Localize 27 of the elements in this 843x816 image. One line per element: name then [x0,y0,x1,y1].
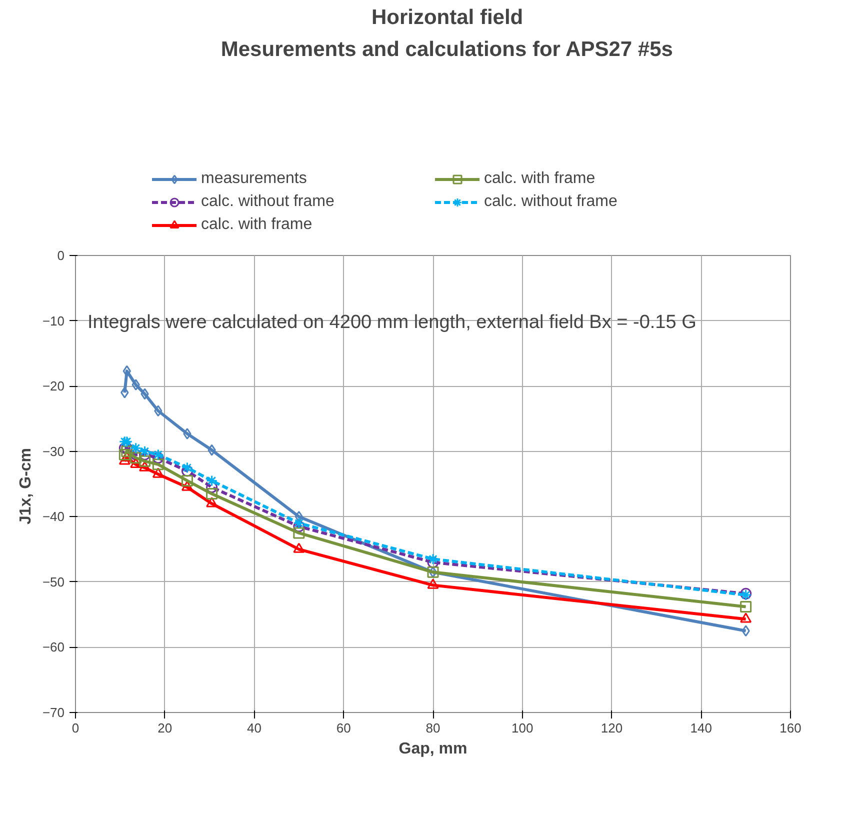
x-tick-label: 40 [247,720,262,736]
y-tick-label: −70 [42,705,65,720]
annotation: Integrals were calculated on 4200 mm length, external field Bx = -0.15 G [88,312,696,333]
y-tick-label: −50 [42,574,65,590]
x-tick-label: 80 [426,720,440,736]
legend-label: calc. with frame [484,170,596,188]
legend-label: calc. without frame [201,193,336,211]
y-tick-label: −40 [42,509,65,524]
x-tick-label: 0 [72,720,80,736]
x-tick-label: 160 [780,720,802,736]
legend-label: calc. with frame [201,216,314,234]
y-tick-label: −30 [42,444,65,459]
y-tick-label: 0 [57,248,65,263]
y-tick-label: −60 [42,640,65,655]
y-tick-label: −20 [42,378,65,394]
y-tick-label: −10 [42,313,65,328]
x-axis-title: Gap, mm [398,740,468,758]
x-tick-label: 120 [600,720,623,736]
x-tick-label: 140 [690,720,712,736]
x-tick-label: 100 [512,720,534,736]
x-tick-label: 60 [336,720,351,736]
y-axis-title: J1x, G-cm [17,448,34,524]
legend-label: calc. without frame [484,193,618,211]
x-tick-label: 20 [158,720,172,736]
chart-subtitle: Mesurements and calculations for APS27 #5s [220,38,673,61]
chart-title: Horizontal field [371,6,524,30]
legend-label: measurements [201,170,308,188]
